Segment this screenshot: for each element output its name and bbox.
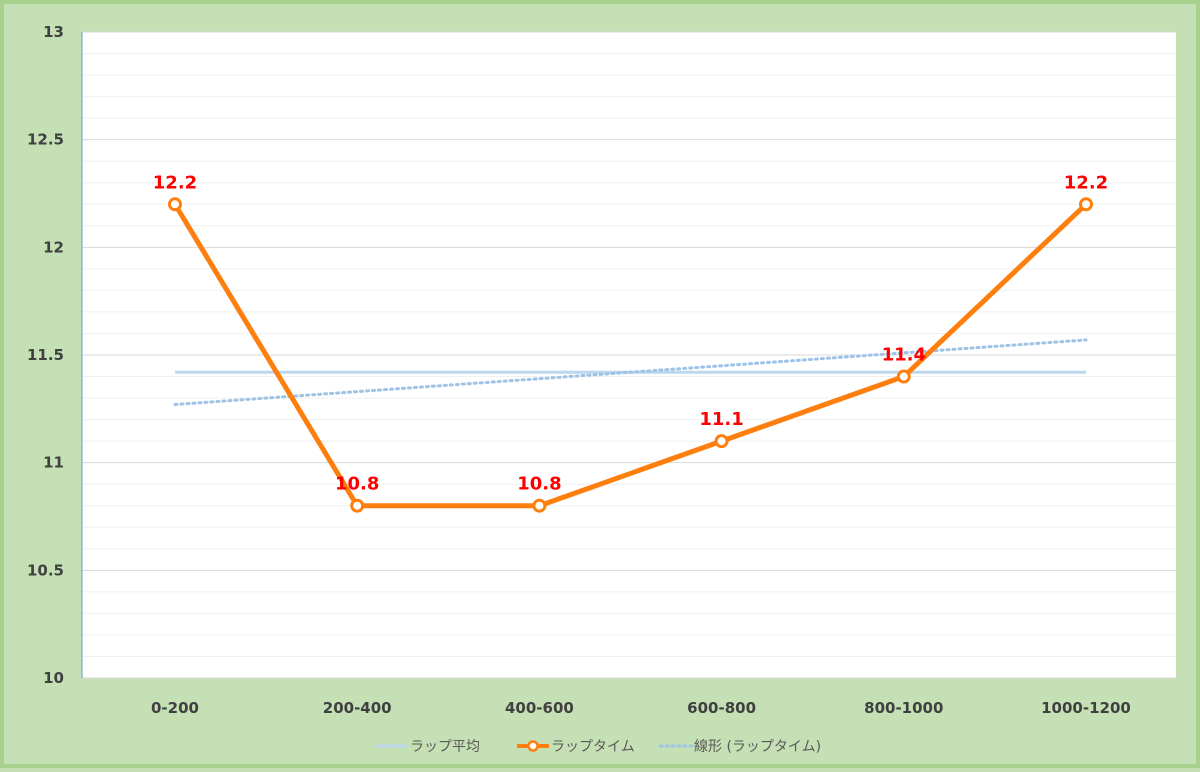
y-tick-label: 10.5 bbox=[27, 561, 64, 579]
lap-time-point-marker bbox=[168, 197, 182, 212]
lap-time-point-marker bbox=[896, 369, 911, 384]
x-tick-label: 200-400 bbox=[323, 699, 392, 717]
lap-time-point-marker bbox=[1079, 197, 1093, 212]
y-tick-label: 12 bbox=[43, 238, 64, 256]
y-tick-label: 13 bbox=[43, 23, 64, 41]
legend-swatch-marker bbox=[527, 740, 539, 752]
data-label: 11.4 bbox=[882, 345, 926, 366]
data-label: 10.8 bbox=[335, 474, 379, 495]
chart-canvas: 10 10.5 11 11.5 12 12.5 13 0-200 200-400 400-600… bbox=[27, 23, 1176, 755]
x-tick-label: 600-800 bbox=[687, 699, 756, 717]
legend: ラップ平均 ラップタイム 線形 (ラップタイム) bbox=[376, 739, 821, 755]
lap-time-point-marker bbox=[714, 434, 729, 449]
series-line-lap-time bbox=[172, 202, 1088, 509]
legend-label: ラップタイム bbox=[551, 739, 635, 755]
data-label: 10.8 bbox=[517, 474, 561, 495]
lap-time-point-marker bbox=[350, 498, 365, 513]
y-tick-label: 12.5 bbox=[27, 131, 64, 149]
x-tick-label: 400-600 bbox=[505, 699, 574, 717]
series-markers bbox=[168, 197, 1093, 513]
x-tick-label: 0-200 bbox=[151, 699, 199, 717]
legend-label: ラップ平均 bbox=[410, 739, 480, 755]
y-tick-label: 11 bbox=[43, 454, 64, 472]
lap-time-point-marker bbox=[532, 498, 547, 513]
data-label: 12.2 bbox=[153, 172, 197, 193]
y-tick-label: 11.5 bbox=[27, 346, 64, 364]
data-label: 11.1 bbox=[699, 409, 743, 430]
legend-label: 線形 (ラップタイム) bbox=[694, 739, 821, 755]
y-axis-ticks: 10 10.5 11 11.5 12 12.5 13 bbox=[27, 23, 64, 687]
data-label: 12.2 bbox=[1064, 172, 1108, 193]
series-lines bbox=[172, 202, 1088, 509]
x-tick-label: 800-1000 bbox=[864, 699, 943, 717]
y-tick-label: 10 bbox=[43, 669, 64, 687]
x-axis-ticks: 0-200 200-400 400-600 600-800 800-1000 1000-1… bbox=[151, 699, 1131, 717]
grid-lines bbox=[82, 31, 1176, 679]
data-labels: 12.2 10.8 10.8 11.1 11.4 12.2 bbox=[153, 172, 1108, 494]
x-tick-label: 1000-1200 bbox=[1041, 699, 1131, 717]
